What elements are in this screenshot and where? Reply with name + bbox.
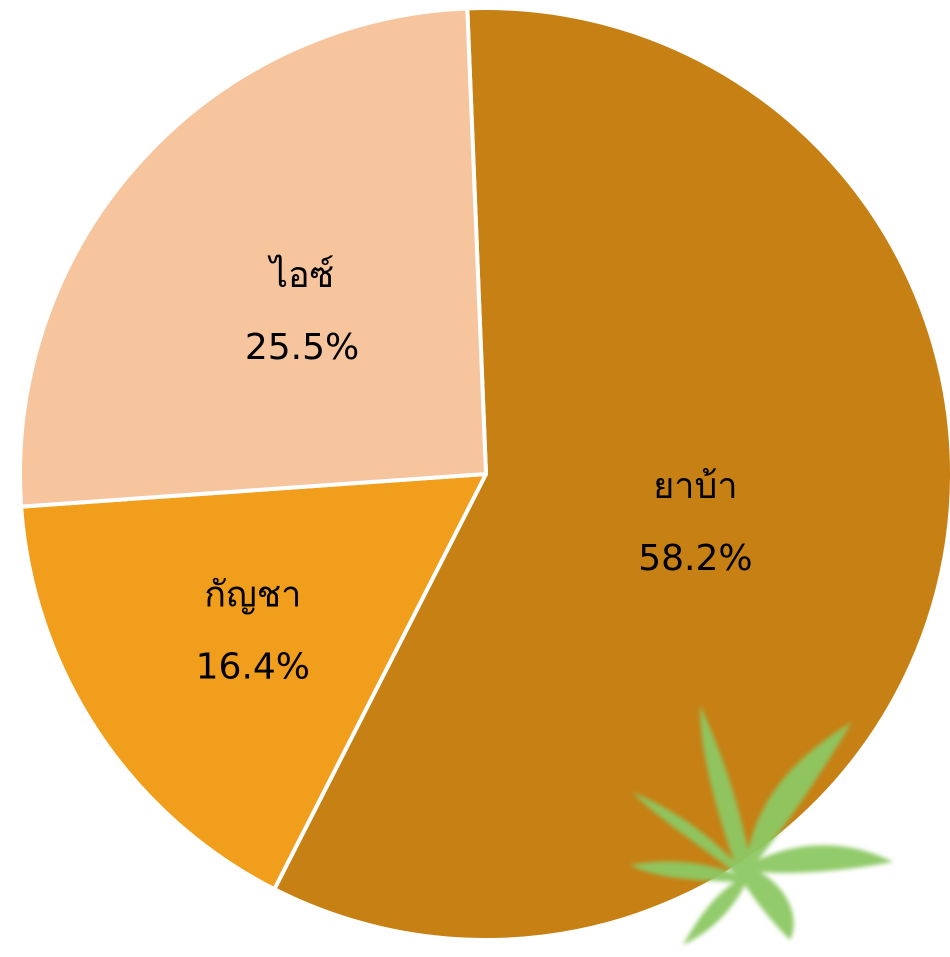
slice-value-label: 25.5%	[245, 327, 359, 368]
slice-category-label: ไอซ์	[267, 254, 334, 296]
slice-category-label: กัญชา	[204, 574, 301, 615]
cannabis-leaf-icon	[630, 705, 893, 945]
slice-category-label: ยาบ้า	[653, 466, 737, 507]
slice-value-label: 58.2%	[638, 538, 752, 579]
pie-slice-2	[19, 472, 488, 892]
pie-slice-3	[18, 6, 488, 509]
pie-labels: ยาบ้า 58.2% กัญชา 16.4% ไอซ์ 25.5%	[196, 254, 753, 687]
pie-slice-1	[272, 6, 950, 942]
slice-value-label: 16.4%	[196, 646, 310, 687]
pie-slices	[18, 6, 950, 942]
